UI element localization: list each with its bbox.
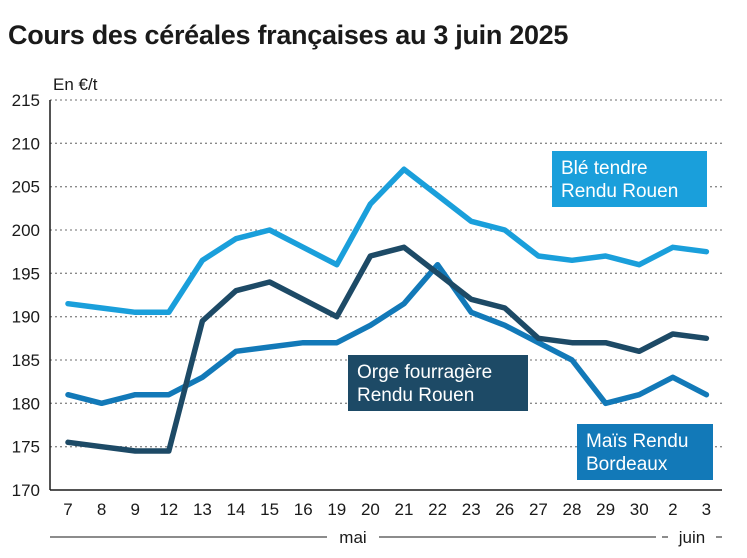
x-tick-16: 16 <box>294 500 313 519</box>
x-tick-29: 29 <box>596 500 615 519</box>
x-tick-2: 2 <box>668 500 677 519</box>
chart-title: Cours des céréales françaises au 3 juin … <box>8 20 569 50</box>
y-tick-205: 205 <box>12 178 40 197</box>
x-tick-28: 28 <box>563 500 582 519</box>
x-tick-30: 30 <box>630 500 649 519</box>
x-tick-14: 14 <box>227 500 246 519</box>
label-mais-box <box>577 424 713 480</box>
y-tick-215: 215 <box>12 91 40 110</box>
label-orge-fourragere-line2: Rendu Rouen <box>357 385 474 406</box>
x-tick-20: 20 <box>361 500 380 519</box>
month-label-juin: juin <box>678 528 705 547</box>
label-orge-fourragere: Orge fourragère Rendu Rouen <box>348 355 528 411</box>
x-tick-7: 7 <box>63 500 72 519</box>
y-axis-label: En €/t <box>53 75 98 94</box>
x-tick-27: 27 <box>529 500 548 519</box>
y-tick-175: 175 <box>12 438 40 457</box>
x-tick-21: 21 <box>395 500 414 519</box>
x-tick-8: 8 <box>97 500 106 519</box>
label-mais-line1: Maïs Rendu <box>586 431 688 452</box>
y-axis-ticks: 170 175 180 185 190 195 200 205 210 215 <box>12 91 722 500</box>
x-tick-19: 19 <box>327 500 346 519</box>
series-lines <box>65 166 710 454</box>
x-tick-12: 12 <box>159 500 178 519</box>
y-tick-200: 200 <box>12 221 40 240</box>
y-tick-210: 210 <box>12 134 40 153</box>
x-axis-ticks: 7 8 9 12 13 14 15 16 19 20 21 22 23 26 27 28 29 30 2 3 <box>63 500 711 519</box>
x-tick-13: 13 <box>193 500 212 519</box>
label-mais: Maïs Rendu Bordeaux <box>577 424 713 480</box>
label-mais-line2: Bordeaux <box>586 454 668 475</box>
label-orge-fourragere-box <box>348 355 528 411</box>
y-tick-180: 180 <box>12 394 40 413</box>
x-tick-23: 23 <box>462 500 481 519</box>
y-tick-185: 185 <box>12 351 40 370</box>
label-ble-tendre-line1: Blé tendre <box>561 158 648 179</box>
month-axis: mai juin <box>50 528 722 547</box>
label-ble-tendre-line2: Rendu Rouen <box>561 181 678 202</box>
x-tick-15: 15 <box>260 500 279 519</box>
series-orge-fourragere <box>65 244 710 454</box>
label-orge-fourragere-line1: Orge fourragère <box>357 362 492 383</box>
series-ble-tendre <box>65 166 710 316</box>
y-tick-190: 190 <box>12 308 40 327</box>
x-tick-26: 26 <box>495 500 514 519</box>
y-tick-170: 170 <box>12 481 40 500</box>
x-tick-9: 9 <box>130 500 139 519</box>
x-tick-22: 22 <box>428 500 447 519</box>
label-ble-tendre-box <box>552 151 707 207</box>
label-ble-tendre: Blé tendre Rendu Rouen <box>552 151 707 207</box>
y-tick-195: 195 <box>12 264 40 283</box>
series-mais <box>65 261 710 407</box>
month-label-mai: mai <box>339 528 366 547</box>
x-tick-3: 3 <box>702 500 711 519</box>
